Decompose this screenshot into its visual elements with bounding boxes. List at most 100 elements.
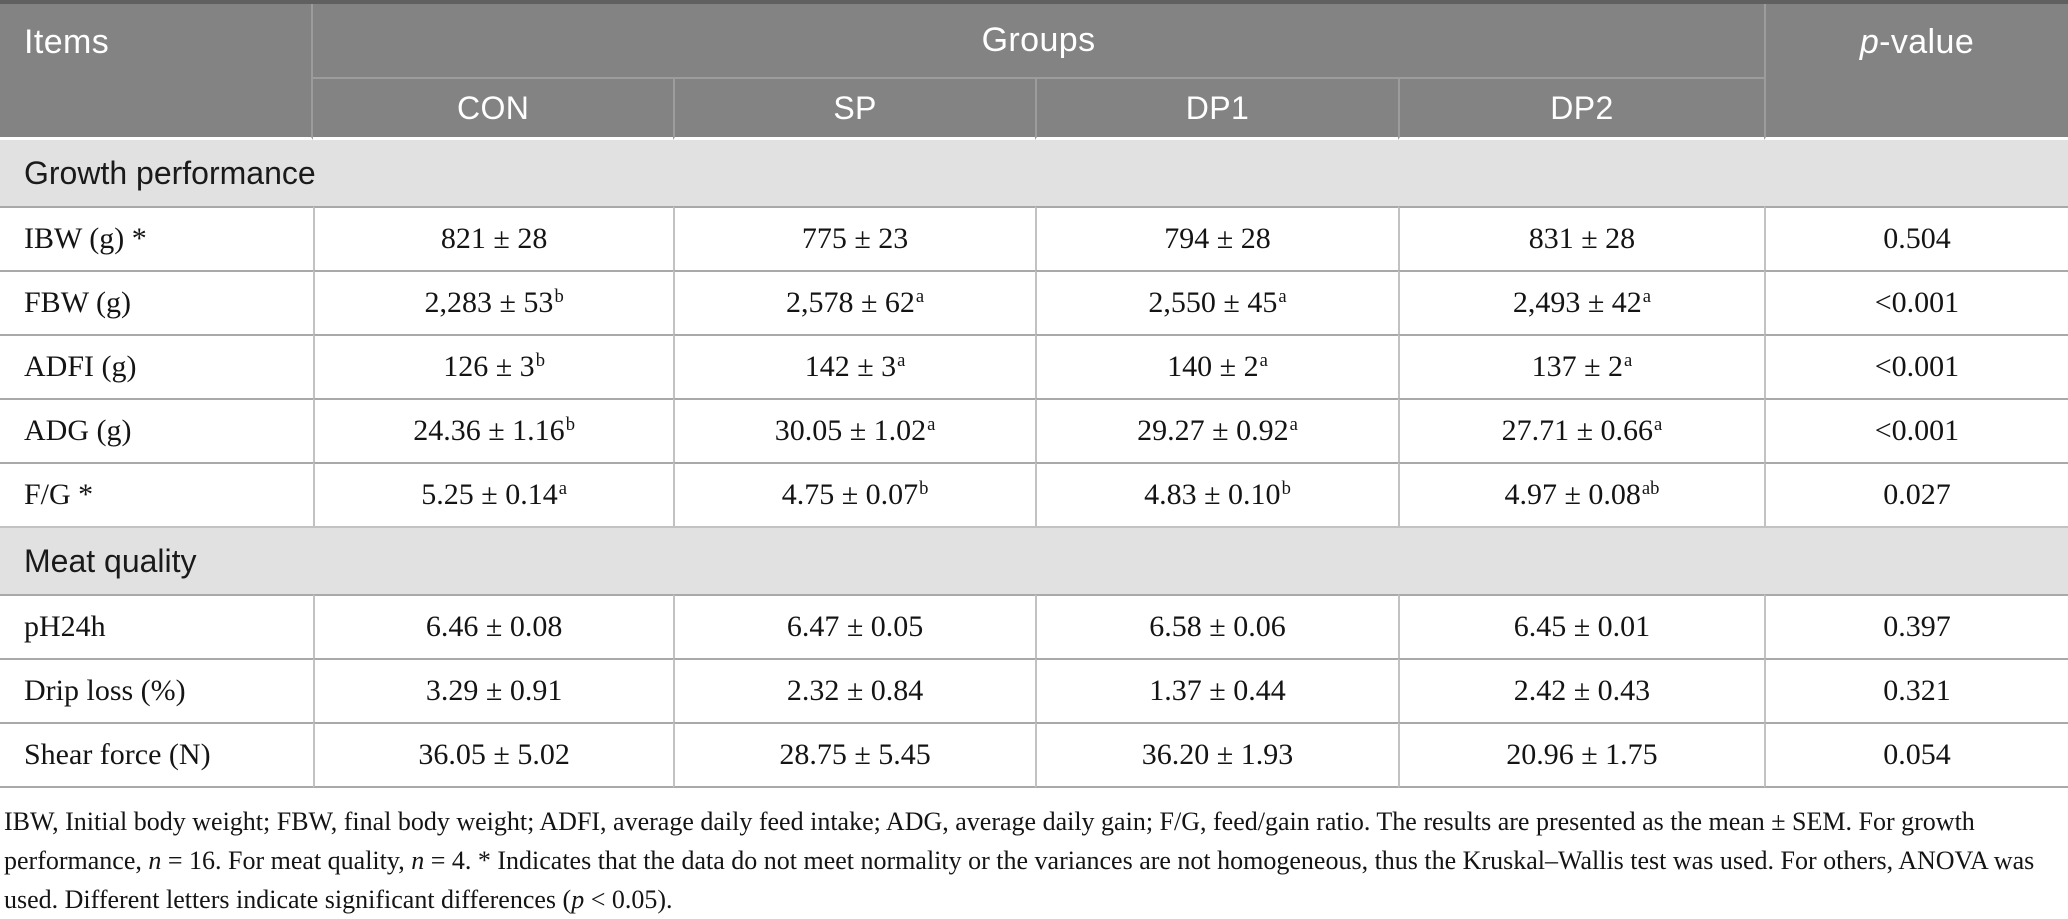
- value-cell: 831 ± 28: [1397, 206, 1764, 270]
- p-value-cell: 0.054: [1763, 722, 2068, 788]
- value-cell: 4.75 ± 0.07b: [673, 462, 1036, 526]
- value-text: 6.45 ± 0.01: [1513, 610, 1651, 643]
- value-text: 821 ± 28: [440, 222, 548, 255]
- p-value-cell: <0.001: [1763, 334, 2068, 398]
- significance-superscript: a: [927, 413, 936, 435]
- section-row: Meat quality: [0, 526, 2068, 594]
- column-header-dp2: DP2: [1397, 79, 1764, 140]
- section-title: Growth performance: [0, 140, 2068, 206]
- value-text: 5.25 ± 0.14: [421, 478, 558, 511]
- value-cell: 5.25 ± 0.14a: [313, 462, 674, 526]
- value-cell: 2,283 ± 53b: [313, 270, 674, 334]
- significance-superscript: b: [565, 413, 575, 435]
- value-text: 4.97 ± 0.08: [1504, 478, 1641, 511]
- table-row: Shear force (N) 36.05 ± 5.02 28.75 ± 5.45 3…: [0, 722, 2068, 788]
- table-row: ADFI (g) 126 ± 3b 142 ± 3a 140 ± 2a 137 ± 2a…: [0, 334, 2068, 398]
- column-header-con: CON: [313, 79, 674, 140]
- value-cell: 27.71 ± 0.66a: [1397, 398, 1764, 462]
- value-cell: 6.58 ± 0.06: [1035, 594, 1398, 658]
- value-cell: 29.27 ± 0.92a: [1035, 398, 1398, 462]
- value-cell: 775 ± 23: [673, 206, 1036, 270]
- p-value-cell: 0.397: [1763, 594, 2068, 658]
- footnote-italic-segment: n: [148, 846, 162, 875]
- value-cell: 140 ± 2a: [1035, 334, 1398, 398]
- table-body: Growth performance IBW (g) * 821 ± 28 775 ±…: [0, 140, 2068, 788]
- table-row: FBW (g) 2,283 ± 53b 2,578 ± 62a 2,550 ± 45a…: [0, 270, 2068, 334]
- value-cell: 821 ± 28: [313, 206, 674, 270]
- p-value-cell: 0.027: [1763, 462, 2068, 526]
- table-row: pH24h 6.46 ± 0.08 6.47 ± 0.05 6.58 ± 0.06 6.…: [0, 594, 2068, 658]
- value-text: 20.96 ± 1.75: [1506, 738, 1658, 771]
- significance-superscript: a: [558, 477, 567, 499]
- value-text: 831 ± 28: [1528, 222, 1636, 255]
- footnote-segment: < 0.05).: [584, 885, 673, 914]
- value-text: 6.58 ± 0.06: [1149, 610, 1286, 643]
- significance-superscript: a: [1654, 413, 1663, 435]
- table-header: Items Groups p-value CON SP DP1 DP2: [0, 4, 2068, 140]
- value-text: 2,550 ± 45: [1148, 286, 1278, 319]
- item-label: IBW (g) *: [0, 206, 314, 270]
- column-header-groups: Groups: [313, 4, 1764, 79]
- value-cell: 4.83 ± 0.10b: [1035, 462, 1398, 526]
- value-text: 1.37 ± 0.44: [1149, 674, 1286, 707]
- p-value-cell: 0.321: [1763, 658, 2068, 722]
- value-text: 36.20 ± 1.93: [1141, 738, 1294, 771]
- column-header-dp1: DP1: [1035, 79, 1398, 140]
- value-text: 6.46 ± 0.08: [425, 610, 563, 643]
- item-label: FBW (g): [0, 270, 314, 334]
- pvalue-label-rest: -value: [1879, 23, 1975, 61]
- section-row: Growth performance: [0, 140, 2068, 206]
- item-label: Drip loss (%): [0, 658, 314, 722]
- value-text: 3.29 ± 0.91: [425, 674, 563, 707]
- value-text: 775 ± 23: [801, 222, 909, 255]
- value-cell: 24.36 ± 1.16b: [313, 398, 674, 462]
- item-label: pH24h: [0, 594, 314, 658]
- table-row: Drip loss (%) 3.29 ± 0.91 2.32 ± 0.84 1.37 …: [0, 658, 2068, 722]
- section-title: Meat quality: [0, 526, 2068, 594]
- item-label: ADFI (g): [0, 334, 314, 398]
- footnote: IBW, Initial body weight; FBW, final bod…: [4, 802, 2062, 919]
- value-text: 6.47 ± 0.05: [786, 610, 924, 643]
- item-label: ADG (g): [0, 398, 314, 462]
- significance-superscript: b: [1281, 477, 1291, 499]
- value-text: 2,578 ± 62: [785, 286, 915, 319]
- value-cell: 4.97 ± 0.08ab: [1397, 462, 1764, 526]
- pvalue-italic-p: p: [1859, 23, 1880, 61]
- header-row-groups: Items Groups p-value: [0, 4, 2068, 140]
- footnote-italic-segment: p: [571, 885, 585, 914]
- item-label: Shear force (N): [0, 722, 314, 788]
- footnote-segment: IBW, Initial body weight; FBW, final bod…: [4, 807, 1975, 875]
- value-text: 794 ± 28: [1164, 222, 1271, 255]
- value-cell: 2,578 ± 62a: [673, 270, 1036, 334]
- value-text: 27.71 ± 0.66: [1501, 414, 1654, 447]
- value-cell: 2,493 ± 42a: [1397, 270, 1764, 334]
- significance-superscript: a: [915, 285, 925, 307]
- value-cell: 142 ± 3a: [673, 334, 1036, 398]
- significance-superscript: b: [535, 349, 545, 371]
- value-cell: 1.37 ± 0.44: [1035, 658, 1398, 722]
- value-text: 2.42 ± 0.43: [1513, 674, 1651, 707]
- value-text: 2,283 ± 53: [424, 286, 554, 319]
- value-cell: 6.46 ± 0.08: [313, 594, 674, 658]
- value-cell: 36.20 ± 1.93: [1035, 722, 1398, 788]
- value-cell: 30.05 ± 1.02a: [673, 398, 1036, 462]
- value-text: 4.75 ± 0.07: [781, 478, 919, 511]
- value-text: 142 ± 3: [804, 350, 897, 383]
- value-text: 24.36 ± 1.16: [413, 414, 565, 447]
- significance-superscript: a: [1278, 285, 1287, 307]
- significance-superscript: a: [1624, 349, 1633, 371]
- column-header-sp: SP: [673, 79, 1036, 140]
- value-cell: 36.05 ± 5.02: [313, 722, 674, 788]
- p-value-cell: <0.001: [1763, 270, 2068, 334]
- value-cell: 2,550 ± 45a: [1035, 270, 1398, 334]
- value-cell: 2.32 ± 0.84: [673, 658, 1036, 722]
- significance-superscript: ab: [1641, 477, 1660, 499]
- value-text: 137 ± 2: [1531, 350, 1624, 383]
- value-cell: 126 ± 3b: [313, 334, 674, 398]
- column-header-pvalue: p-value: [1763, 4, 2068, 140]
- value-text: 4.83 ± 0.10: [1144, 478, 1281, 511]
- value-text: 30.05 ± 1.02: [774, 414, 927, 447]
- results-table: Items Groups p-value CON SP DP1 DP2 Grow…: [0, 0, 2068, 788]
- value-text: 36.05 ± 5.02: [418, 738, 570, 771]
